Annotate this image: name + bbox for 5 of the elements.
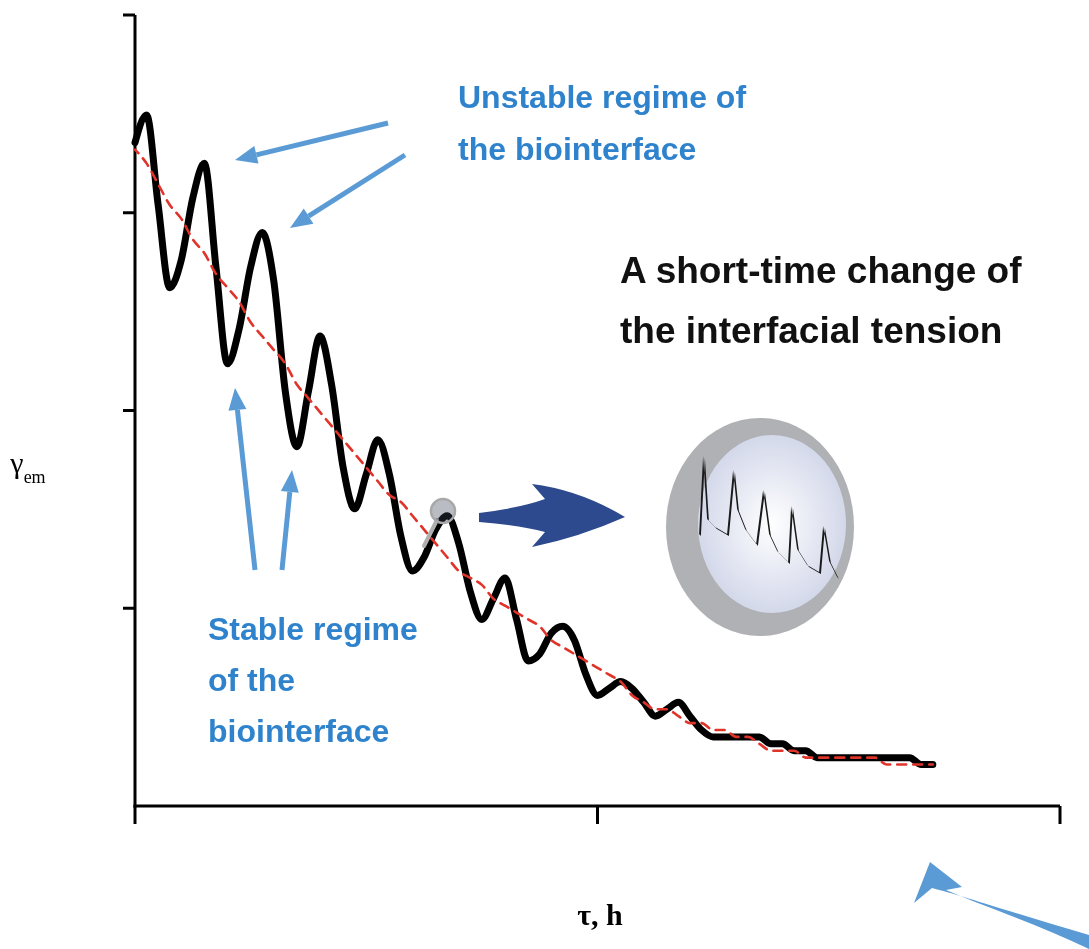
- annotation: Stable regime of the biointerface: [208, 611, 418, 749]
- x-axis-title: τ, h: [577, 898, 624, 931]
- annotation: Unstable regime of the biointerface: [458, 79, 747, 167]
- y-axis-title: γ$_{em}$: [9, 446, 46, 487]
- annotation: A short-time change of the interfacial tension: [620, 250, 1023, 351]
